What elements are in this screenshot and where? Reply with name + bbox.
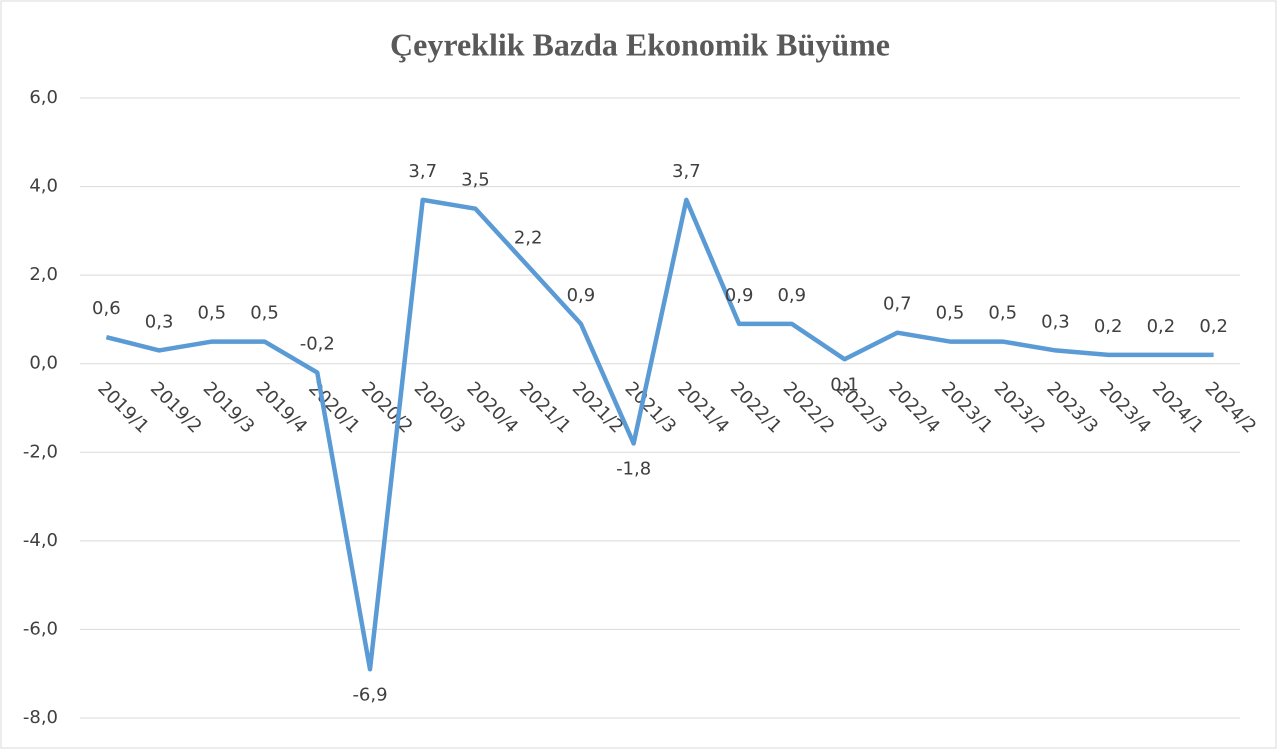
y-tick-label: -2,0 [23, 441, 58, 462]
y-tick-label: 0,0 [29, 353, 58, 374]
chart-title: Çeyreklik Bazda Ekonomik Büyüme [390, 26, 890, 62]
data-label: 2,2 [514, 227, 543, 248]
data-label: -0,2 [300, 334, 335, 355]
data-label: 0,3 [145, 311, 174, 332]
data-label: 0,2 [1147, 316, 1176, 337]
data-label: -1,8 [616, 458, 651, 479]
y-tick-label: -4,0 [23, 530, 58, 551]
data-label: 0,9 [777, 285, 806, 306]
data-label: 0,5 [197, 303, 226, 324]
data-label: 0,9 [725, 285, 754, 306]
data-label: 3,5 [461, 170, 490, 191]
data-label: 0,6 [92, 298, 121, 319]
y-tick-label: 2,0 [29, 264, 58, 285]
y-tick-label: -8,0 [23, 707, 58, 728]
data-line [105, 197, 1214, 672]
data-label: 0,2 [1094, 316, 1123, 337]
y-tick-label: 6,0 [29, 87, 58, 108]
data-label: 0,5 [250, 303, 279, 324]
data-label: 0,5 [936, 303, 965, 324]
data-label: 0,2 [1199, 316, 1228, 337]
data-label: 3,7 [408, 161, 437, 182]
data-label: 0,1 [830, 374, 859, 395]
data-label: 3,7 [672, 161, 701, 182]
data-label: -6,9 [352, 684, 387, 705]
data-label: 0,5 [988, 303, 1017, 324]
y-tick-label: -6,0 [23, 618, 58, 639]
data-label: 0,3 [1041, 311, 1070, 332]
y-tick-label: 4,0 [29, 176, 58, 197]
data-label: 0,9 [567, 285, 596, 306]
data-label: 0,7 [883, 294, 912, 315]
